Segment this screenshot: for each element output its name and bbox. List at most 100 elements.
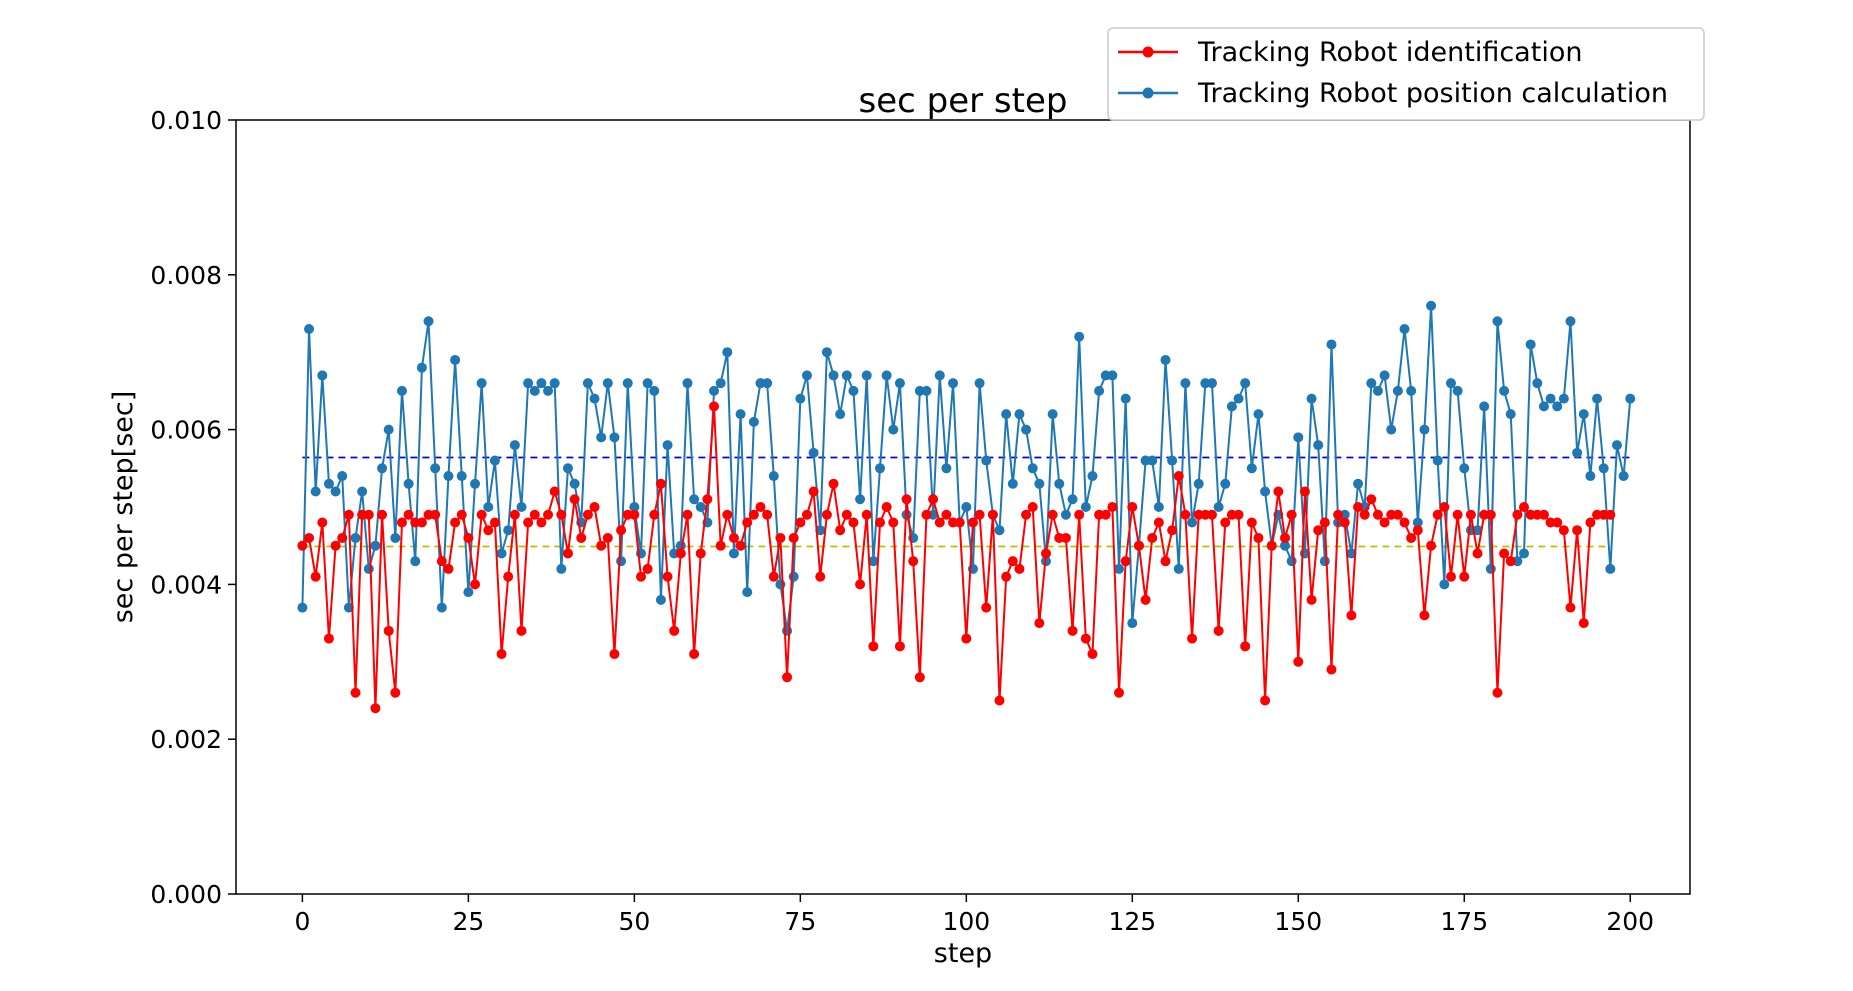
data-point [1187, 633, 1198, 644]
data-point [675, 548, 686, 559]
data-point [403, 478, 414, 489]
data-point [1127, 618, 1138, 629]
data-point [1021, 509, 1032, 520]
data-point [888, 517, 899, 528]
data-point [430, 509, 441, 520]
data-point [1246, 517, 1257, 528]
data-point [1538, 401, 1549, 412]
data-point [390, 687, 401, 698]
data-point [1306, 393, 1317, 404]
x-tick-label: 75 [784, 907, 816, 936]
data-point [709, 385, 720, 396]
data-point [848, 385, 859, 396]
data-point [1499, 548, 1510, 559]
data-point [801, 509, 812, 520]
data-point [1206, 509, 1217, 520]
data-point [1087, 471, 1098, 482]
data-point [323, 478, 334, 489]
data-point [788, 532, 799, 543]
data-point [1439, 502, 1450, 512]
data-point [416, 362, 427, 373]
data-point [1552, 517, 1563, 528]
data-point [735, 540, 746, 551]
data-point [782, 672, 793, 683]
y-tick-label: 0.006 [150, 416, 222, 445]
data-point [1412, 525, 1423, 536]
data-point [1558, 393, 1569, 404]
data-point [350, 687, 361, 698]
data-point [616, 556, 627, 567]
data-point [861, 370, 872, 381]
data-point [629, 502, 640, 512]
data-point [1353, 478, 1364, 489]
y-tick-label: 0.002 [150, 725, 222, 754]
data-point [463, 587, 474, 598]
data-point [689, 649, 700, 660]
data-point [828, 370, 839, 381]
data-point [981, 455, 992, 466]
data-point [888, 424, 899, 435]
data-point [403, 509, 414, 520]
data-point [994, 695, 1005, 706]
data-point [928, 494, 939, 505]
data-point [1439, 579, 1450, 590]
data-point [1339, 517, 1350, 528]
chart-title: sec per step [859, 81, 1068, 121]
data-point [775, 579, 786, 590]
data-point [1114, 563, 1125, 574]
data-point [1246, 463, 1257, 474]
data-point [503, 571, 514, 582]
data-point [383, 424, 394, 435]
legend-swatch-marker-identification [1142, 46, 1154, 58]
data-point [875, 463, 886, 474]
data-point [543, 385, 554, 396]
data-point [1220, 517, 1231, 528]
data-point [682, 509, 693, 520]
data-point [742, 517, 753, 528]
data-point [695, 548, 706, 559]
data-point [1505, 409, 1516, 420]
data-point [1260, 695, 1271, 706]
data-point [536, 378, 547, 389]
data-point [1372, 509, 1383, 520]
data-point [1459, 463, 1470, 474]
data-point [1107, 502, 1118, 512]
data-point [1406, 385, 1417, 396]
data-point [1319, 556, 1330, 567]
data-point [1233, 393, 1244, 404]
legend-box [1107, 27, 1705, 121]
data-point [450, 517, 461, 528]
data-point [914, 672, 925, 683]
legend: Tracking Robot identification Tracking R… [1107, 27, 1705, 121]
data-point [1167, 455, 1178, 466]
data-point [974, 378, 985, 389]
data-point [921, 385, 932, 396]
data-point [1406, 532, 1417, 543]
data-point [1465, 509, 1476, 520]
data-point [1220, 478, 1231, 489]
data-point [523, 517, 534, 528]
data-point [841, 370, 852, 381]
data-point [875, 517, 886, 528]
data-point [1306, 594, 1317, 605]
data-point [1107, 370, 1118, 381]
data-point [516, 625, 527, 636]
data-point [1273, 486, 1284, 497]
data-point [1313, 525, 1324, 536]
data-point [616, 525, 627, 536]
data-point [629, 509, 640, 520]
data-point [1180, 509, 1191, 520]
data-point [443, 563, 454, 574]
data-point [715, 540, 726, 551]
data-point [1233, 509, 1244, 520]
data-point [642, 563, 653, 574]
data-point [1499, 385, 1510, 396]
data-point [1472, 548, 1483, 559]
data-point [941, 463, 952, 474]
data-point [642, 378, 653, 389]
data-point [1060, 532, 1071, 543]
data-point [1080, 633, 1091, 644]
data-point [476, 378, 487, 389]
data-point [1100, 509, 1111, 520]
data-point [1087, 649, 1098, 660]
